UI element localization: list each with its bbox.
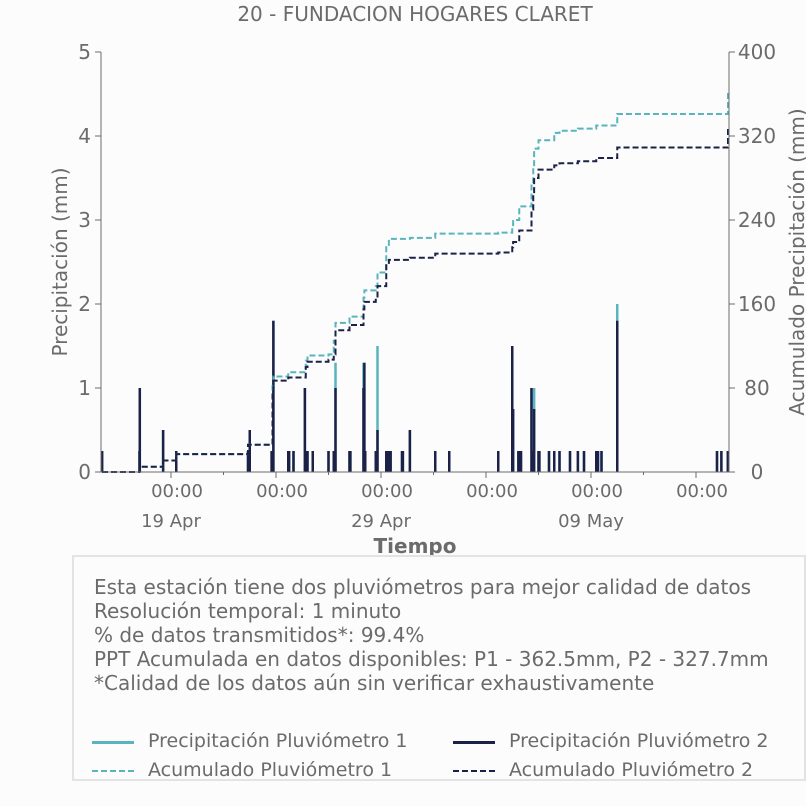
bars-pluviometro-1 <box>100 304 730 472</box>
legend-swatch-dashed-p1 <box>92 770 134 772</box>
info-line: Esta estación tiene dos pluviómetros par… <box>94 575 752 599</box>
legend-swatch-solid-p1 <box>92 741 134 744</box>
x-tick-label: 00:00 <box>676 481 728 502</box>
x-tick-label: 00:00 <box>361 481 413 502</box>
legend-label: Acumulado Pluviómetro 1 <box>148 759 393 781</box>
left-y-ticks: 0 1 2 3 4 5 <box>78 40 101 484</box>
bars-pluviometro-2 <box>100 320 730 472</box>
legend-label: Acumulado Pluviómetro 2 <box>509 759 754 781</box>
x-date-label: 09 May <box>558 511 624 532</box>
x-tick-label: 00:00 <box>571 481 623 502</box>
y2-tick-label: 160 <box>738 292 776 316</box>
y2-tick-label: 320 <box>738 124 776 148</box>
y-tick-label: 5 <box>78 40 91 64</box>
info-line: *Calidad de los datos aún sin verificar … <box>94 671 655 695</box>
x-axis-label: Tiempo <box>374 534 457 556</box>
x-tick-label: 00:00 <box>466 481 518 502</box>
x-date-label: 19 Apr <box>141 511 201 532</box>
cumulative-line-pluviometro-1 <box>102 90 729 473</box>
x-ticks: 00:00 19 Apr 00:00 00:00 29 Apr 00:00 00:00 09 … <box>141 472 728 532</box>
legend-label: Precipitación Pluviómetro 2 <box>509 730 769 752</box>
y2-tick-label: 400 <box>738 40 776 64</box>
y2-tick-label: 240 <box>738 208 776 232</box>
y-axis-label: Precipitación (mm) <box>48 167 72 356</box>
y-tick-label: 1 <box>78 376 91 400</box>
info-text: Esta estación tiene dos pluviómetros par… <box>94 575 769 695</box>
chart-title: 20 - FUNDACION HOGARES CLARET <box>237 2 593 26</box>
x-tick-label: 00:00 <box>256 481 308 502</box>
precipitation-chart: 20 - FUNDACION HOGARES CLARET 0 1 2 3 4 5 0 80… <box>48 2 806 556</box>
legend-label: Precipitación Pluviómetro 1 <box>148 730 408 752</box>
x-date-label: 29 Apr <box>351 511 411 532</box>
legend-swatch-solid-p2 <box>453 741 495 744</box>
y-tick-label: 0 <box>78 460 91 484</box>
x-tick-label: 00:00 <box>151 481 203 502</box>
y-tick-label: 4 <box>78 124 91 148</box>
info-line: PPT Acumulada en datos disponibles: P1 -… <box>94 647 769 671</box>
info-line: Resolución temporal: 1 minuto <box>94 599 402 623</box>
y2-tick-label: 80 <box>744 376 769 400</box>
cumulative-line-pluviometro-2 <box>102 127 729 473</box>
y2-axis-label: Acumulado Precipitación (mm) <box>785 108 806 415</box>
y2-tick-label: 0 <box>751 460 764 484</box>
info-line: % de datos transmitidos*: 99.4% <box>94 623 425 647</box>
info-box: Esta estación tiene dos pluviómetros par… <box>72 555 806 781</box>
right-y-ticks: 0 80 160 240 320 400 <box>729 40 776 484</box>
y-tick-label: 2 <box>78 292 91 316</box>
y-tick-label: 3 <box>78 208 91 232</box>
legend-swatch-dashed-p2 <box>453 770 495 772</box>
